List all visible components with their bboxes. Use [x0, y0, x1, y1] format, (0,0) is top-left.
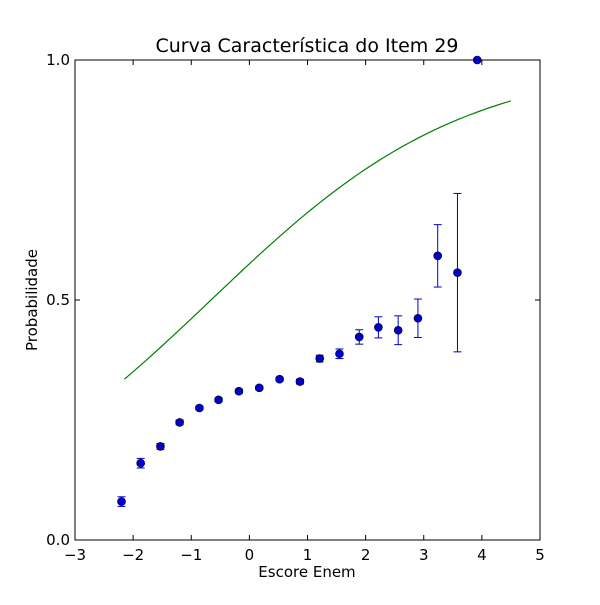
data-point [354, 332, 364, 342]
y-axis-label: Probabilidade [23, 249, 41, 351]
data-point [234, 386, 244, 396]
data-point [393, 325, 403, 335]
x-tick-label: 5 [535, 546, 545, 564]
data-point [374, 323, 383, 332]
plot-frame [74, 59, 541, 541]
data-point [315, 354, 325, 363]
y-tick-label: 1.0 [46, 51, 70, 69]
data-point [472, 55, 482, 65]
data-point [136, 458, 145, 468]
fitted-curve [124, 100, 512, 380]
data-point [156, 442, 165, 451]
data-point [335, 349, 344, 359]
data-point [214, 395, 223, 405]
x-tick-label: −1 [180, 546, 202, 564]
data-point [413, 313, 423, 323]
data-point [117, 497, 126, 506]
data-point [433, 251, 443, 261]
x-tick-label: −2 [122, 546, 144, 564]
y-tick-label: 0.5 [46, 291, 70, 309]
data-point [175, 418, 184, 427]
x-tick-label: 0 [245, 546, 255, 564]
plot-area: −3 −2 −1 0 1 2 3 4 5 0.0 0.5 1.0 [46, 51, 545, 564]
x-tick-label: −3 [64, 546, 86, 564]
chart-title: Curva Característica do Item 29 [155, 35, 458, 57]
data-point [453, 268, 462, 277]
data-point [254, 383, 264, 393]
x-tick-label: 1 [303, 546, 313, 564]
y-tick-label: 0.0 [46, 531, 70, 549]
x-tick-label: 2 [361, 546, 371, 564]
data-point [295, 377, 305, 386]
x-tick-label: 3 [419, 546, 429, 564]
x-axis-label: Escore Enem [258, 563, 355, 581]
x-tick-label: 4 [477, 546, 487, 564]
data-point [275, 374, 284, 384]
data-point [195, 403, 204, 413]
